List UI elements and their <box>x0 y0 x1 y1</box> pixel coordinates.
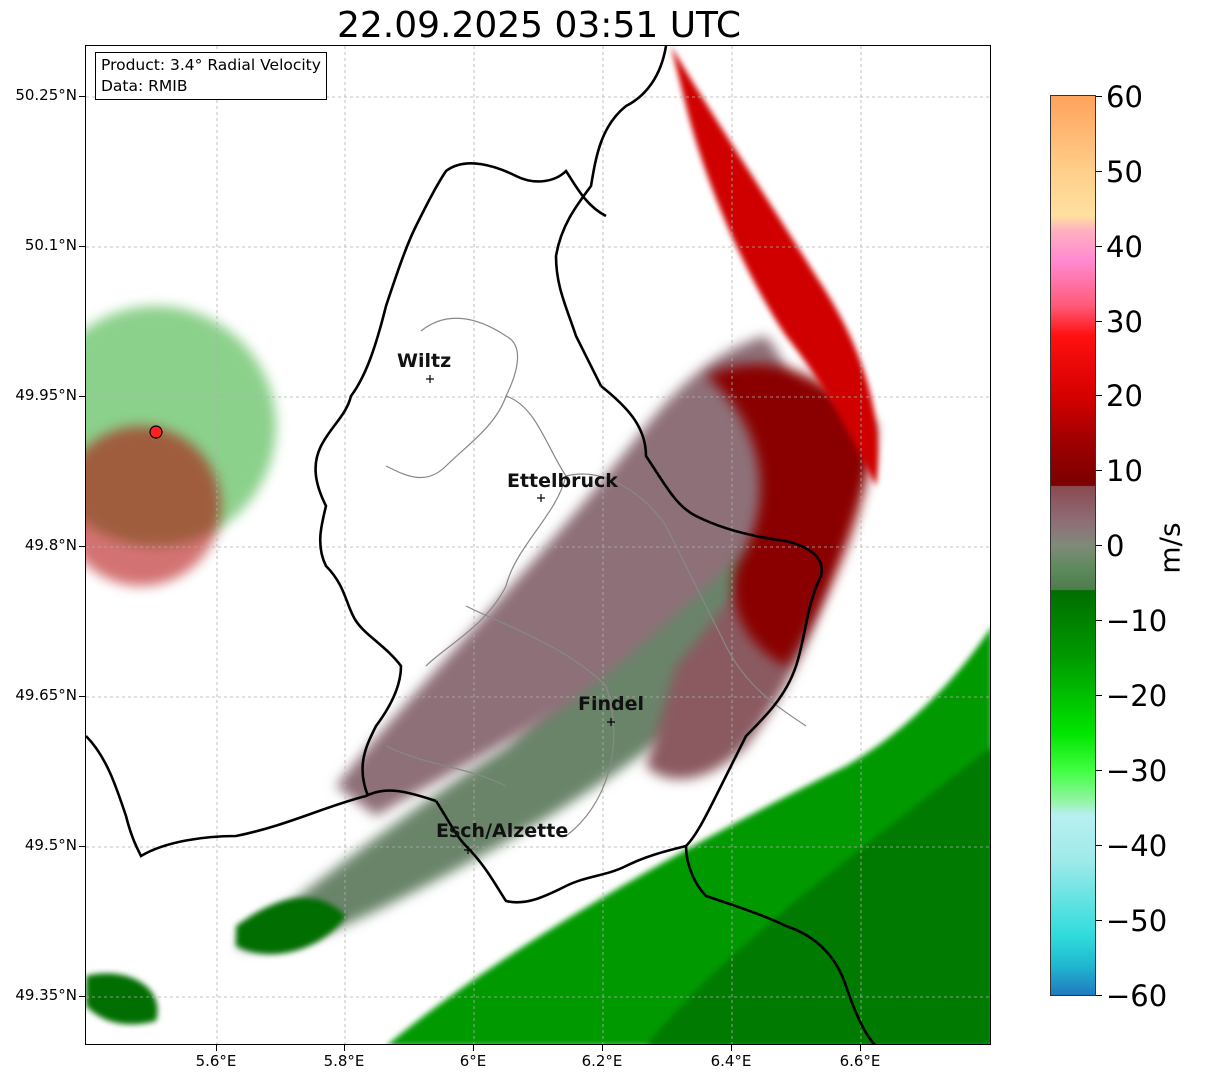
city-label-wiltz: Wiltz <box>397 350 452 372</box>
city-marker-esch <box>464 846 472 854</box>
lon-tick <box>731 1045 732 1051</box>
colorbar-tick <box>1096 395 1102 397</box>
colorbar-tick <box>1096 620 1102 622</box>
lat-tick <box>79 396 85 397</box>
echo-west-patch <box>236 897 346 955</box>
radar-site-marker <box>149 425 163 439</box>
colorbar-tick-label: −20 <box>1106 679 1168 713</box>
lon-tick <box>344 1045 345 1051</box>
colorbar-tick <box>1096 96 1102 98</box>
colorbar-tick-label: 0 <box>1106 529 1125 563</box>
data-source-line: Data: RMIB <box>101 77 188 95</box>
echo-pinkgray-band <box>336 336 800 816</box>
lat-label: 49.8°N <box>24 536 77 554</box>
colorbar-tick <box>1096 246 1102 248</box>
colorbar-tick-label: −30 <box>1106 754 1168 788</box>
lon-label: 5.6°E <box>195 1052 237 1070</box>
lon-label: 6°E <box>459 1052 487 1070</box>
city-label-ettelbruck: Ettelbruck <box>507 470 618 492</box>
echo-darkred-core <box>706 364 876 666</box>
product-line: Product: 3.4° Radial Velocity <box>101 56 321 74</box>
lat-tick <box>79 96 85 97</box>
colorbar-tick <box>1096 470 1102 472</box>
map-title: 22.09.2025 03:51 UTC <box>336 5 742 46</box>
city-label-esch: Esch/Alzette <box>436 820 569 842</box>
velocity-field <box>86 46 990 1044</box>
colorbar-unit-label: m/s <box>1153 522 1187 574</box>
city-label-findel: Findel <box>578 693 645 715</box>
lat-tick <box>79 846 85 847</box>
colorbar-tick-label: 50 <box>1106 155 1143 189</box>
velocity-colorbar <box>1050 95 1096 996</box>
radar-map[interactable] <box>85 45 991 1045</box>
lon-label: 6.2°E <box>581 1052 623 1070</box>
lat-label: 50.1°N <box>24 236 77 254</box>
lat-label: 49.35°N <box>15 986 77 1004</box>
city-marker-wiltz <box>426 375 434 383</box>
colorbar-tick <box>1096 695 1102 697</box>
product-info-box: Product: 3.4° Radial Velocity Data: RMIB <box>95 52 327 100</box>
lon-tick <box>602 1045 603 1051</box>
city-markers <box>426 375 615 854</box>
colorbar-tick <box>1096 171 1102 173</box>
lat-label: 50.25°N <box>15 86 77 104</box>
lon-tick <box>216 1045 217 1051</box>
lat-label: 49.95°N <box>15 386 77 404</box>
lon-label: 6.6°E <box>839 1052 881 1070</box>
colorbar-tick <box>1096 545 1102 547</box>
lat-label: 49.5°N <box>24 836 77 854</box>
colorbar-tick-label: −10 <box>1106 604 1168 638</box>
lat-tick <box>79 546 85 547</box>
colorbar-tick <box>1096 770 1102 772</box>
lon-tick <box>473 1045 474 1051</box>
canton-borders <box>385 317 807 837</box>
echo-site-red <box>86 426 221 586</box>
colorbar-tick-label: 30 <box>1106 305 1143 339</box>
colorbar-tick <box>1096 920 1102 922</box>
lat-label: 49.65°N <box>15 686 77 704</box>
lat-tick <box>79 996 85 997</box>
border-be-lux <box>314 162 607 797</box>
colorbar-tick-label: 60 <box>1106 80 1143 114</box>
echo-west-patch-2 <box>86 973 158 1025</box>
colorbar-tick-label: 10 <box>1106 454 1143 488</box>
echo-green-south-dark <box>647 747 990 1044</box>
lat-tick <box>79 246 85 247</box>
colorbar-tick-label: 40 <box>1106 230 1143 264</box>
border-de-north <box>554 46 668 387</box>
colorbar-tick <box>1096 995 1102 997</box>
colorbar-tick-label: −50 <box>1106 904 1168 938</box>
country-borders <box>86 46 876 1044</box>
colorbar-tick-label: 20 <box>1106 379 1143 413</box>
colorbar-tick <box>1096 845 1102 847</box>
radar-map-canvas <box>86 46 990 1044</box>
city-marker-findel <box>607 718 615 726</box>
lon-tick <box>860 1045 861 1051</box>
colorbar-tick-label: −40 <box>1106 829 1168 863</box>
colorbar-tick-label: −60 <box>1106 979 1168 1013</box>
border-fr-lux <box>434 800 687 904</box>
lon-label: 6.4°E <box>710 1052 752 1070</box>
colorbar-tick <box>1096 321 1102 323</box>
city-marker-ettelbruck <box>537 494 545 502</box>
border-de-lux-east <box>600 384 876 1044</box>
lat-tick <box>79 696 85 697</box>
echo-red-arc <box>671 46 878 486</box>
lon-label: 5.8°E <box>323 1052 365 1070</box>
